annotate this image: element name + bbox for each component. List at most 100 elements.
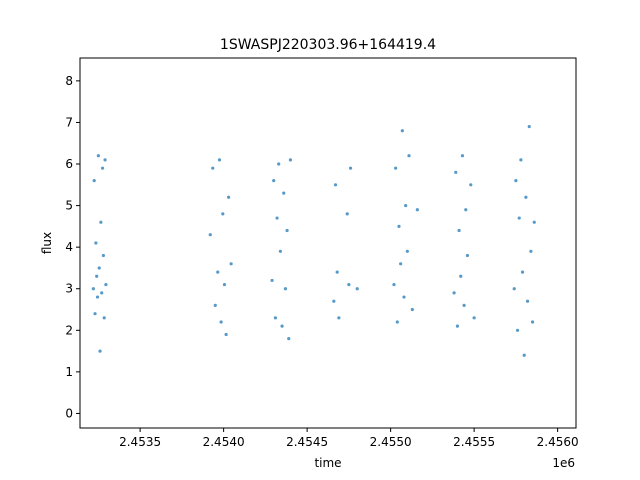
data-point xyxy=(399,262,403,266)
data-point xyxy=(469,183,473,187)
data-point xyxy=(94,241,98,245)
data-point xyxy=(95,295,100,299)
data-point xyxy=(93,312,97,316)
data-point xyxy=(222,282,227,287)
data-point xyxy=(405,249,409,253)
plot-points xyxy=(91,125,536,357)
data-point xyxy=(525,299,530,303)
data-point xyxy=(347,282,351,287)
x-tick-label: 2.4545 xyxy=(286,435,328,449)
data-point xyxy=(515,328,520,332)
data-point xyxy=(227,195,231,199)
data-point xyxy=(100,166,105,170)
chart-title: 1SWASPJ220303.96+164419.4 xyxy=(220,37,436,53)
data-point xyxy=(101,253,105,258)
data-point xyxy=(102,316,106,320)
data-point xyxy=(272,179,276,183)
data-point xyxy=(333,183,338,187)
data-point xyxy=(460,154,465,158)
data-point xyxy=(407,154,411,158)
data-point xyxy=(96,154,100,158)
data-point xyxy=(100,291,104,295)
data-point xyxy=(208,233,212,237)
x-tick-label: 2.4540 xyxy=(203,435,245,449)
y-tick-label: 0 xyxy=(65,406,73,420)
data-point xyxy=(404,203,408,208)
data-point xyxy=(394,166,398,170)
data-point xyxy=(452,291,456,295)
data-point xyxy=(103,158,107,162)
y-tick-label: 1 xyxy=(65,365,73,379)
y-tick-label: 4 xyxy=(65,240,73,254)
y-tick-label: 6 xyxy=(65,157,73,171)
data-point xyxy=(415,208,419,212)
x-axis-label: time xyxy=(314,456,341,470)
data-point xyxy=(455,324,460,328)
data-point xyxy=(282,191,286,195)
data-point xyxy=(98,349,102,353)
data-point xyxy=(527,125,531,129)
x-axis: 2.4535 2.4540 2.4545 2.4550 2.4555 2.4560 xyxy=(119,428,579,449)
data-point xyxy=(283,287,288,291)
data-point xyxy=(221,212,225,216)
x-tick-label: 2.4535 xyxy=(119,435,161,449)
y-tick-label: 8 xyxy=(65,74,73,88)
data-point xyxy=(337,316,341,320)
data-point xyxy=(454,170,458,174)
data-point xyxy=(278,249,282,253)
y-tick-label: 3 xyxy=(65,282,73,296)
data-point xyxy=(465,253,470,258)
data-point xyxy=(270,278,274,283)
data-point xyxy=(104,282,108,287)
data-point xyxy=(464,208,468,212)
data-point xyxy=(345,212,349,216)
data-point xyxy=(224,332,228,337)
data-point xyxy=(287,337,291,341)
data-point xyxy=(280,324,284,328)
data-point xyxy=(285,228,289,233)
data-point xyxy=(514,179,518,183)
data-point xyxy=(459,274,463,278)
data-point xyxy=(216,270,220,274)
data-point xyxy=(392,282,396,287)
data-point xyxy=(91,287,95,291)
data-point xyxy=(512,287,516,291)
data-point xyxy=(517,216,521,220)
y-tick-label: 5 xyxy=(65,199,73,213)
data-point xyxy=(522,353,526,357)
x-tick-label: 2.4560 xyxy=(537,435,579,449)
data-point xyxy=(524,195,528,199)
data-point xyxy=(529,249,533,253)
data-point xyxy=(213,303,217,307)
y-axis-label: flux xyxy=(40,232,54,254)
data-point xyxy=(92,179,96,183)
data-point xyxy=(472,316,476,320)
plot-frame xyxy=(79,57,577,429)
x-tick-label: 2.4550 xyxy=(370,435,412,449)
data-point xyxy=(229,262,233,266)
data-point xyxy=(520,270,525,274)
data-point xyxy=(397,224,401,228)
data-point xyxy=(355,287,359,291)
data-point xyxy=(219,320,223,324)
data-point xyxy=(402,295,406,299)
data-point xyxy=(335,270,339,274)
data-point xyxy=(288,158,293,162)
data-point xyxy=(519,158,523,162)
data-point xyxy=(95,274,99,278)
data-point xyxy=(348,166,353,170)
data-point xyxy=(217,158,222,162)
data-point xyxy=(273,316,277,320)
data-point xyxy=(277,162,281,166)
x-axis-offset-label: 1e6 xyxy=(552,456,575,470)
data-point xyxy=(530,320,535,324)
data-point xyxy=(211,166,215,170)
data-point xyxy=(275,216,279,220)
data-point xyxy=(532,220,536,224)
data-point xyxy=(400,129,404,133)
data-point xyxy=(410,307,414,312)
data-point xyxy=(97,266,101,270)
data-point xyxy=(99,220,103,224)
